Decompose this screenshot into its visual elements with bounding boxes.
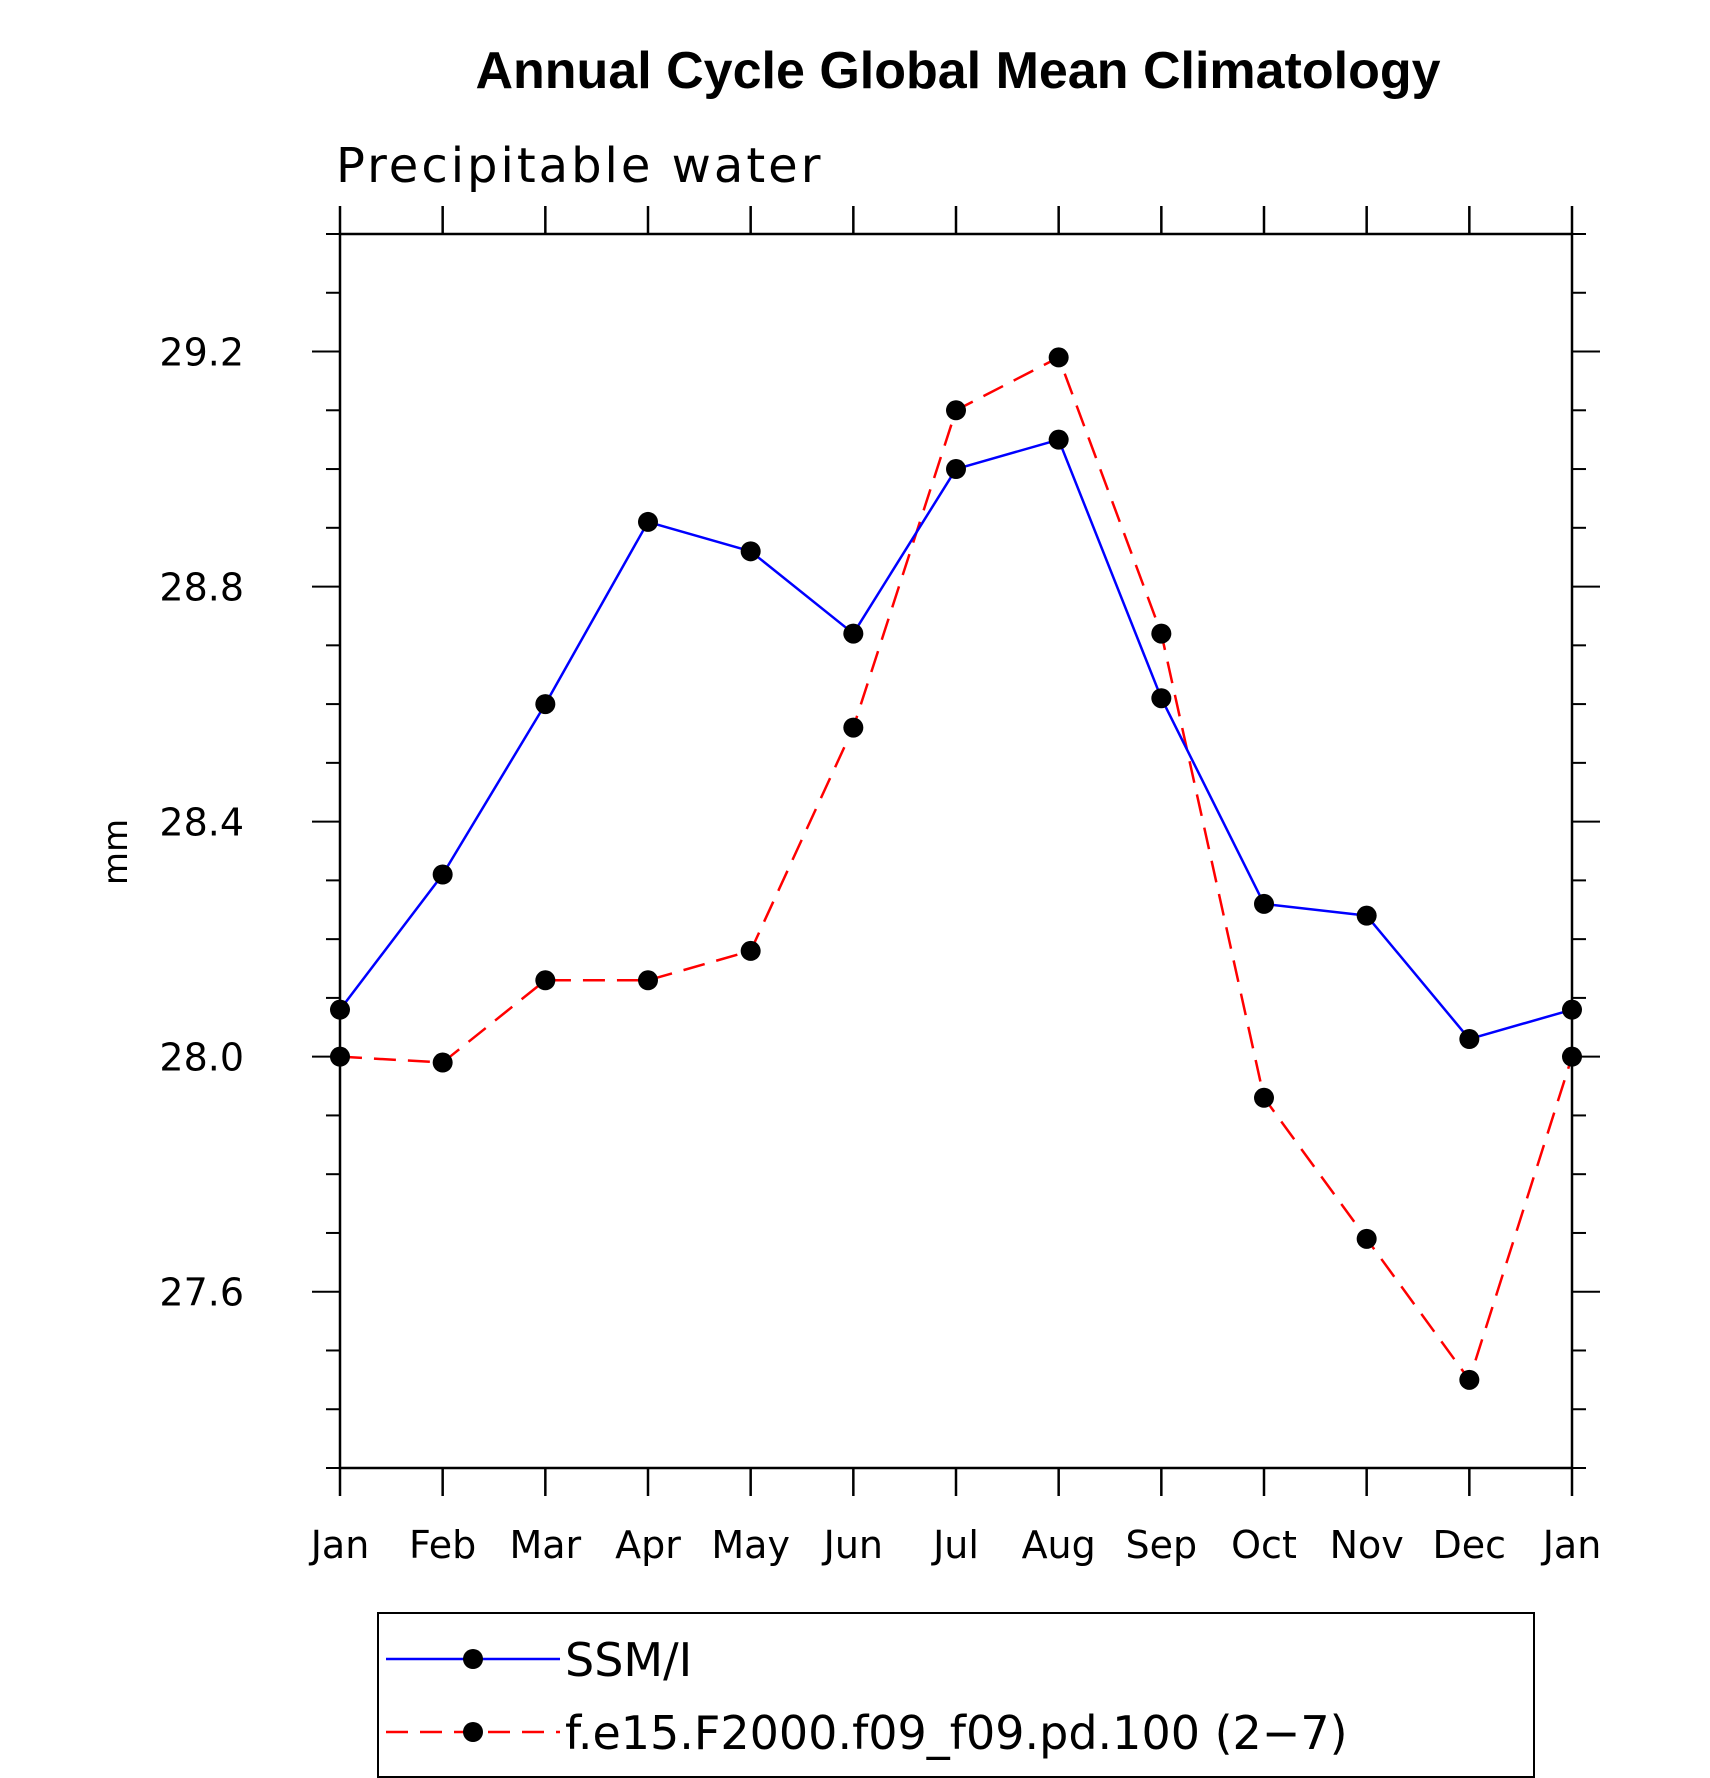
data-point	[535, 694, 556, 715]
data-point	[535, 970, 556, 991]
y-tick-label: 28.0	[159, 1036, 244, 1080]
series-0	[330, 429, 1582, 1050]
data-point	[1151, 623, 1172, 644]
series-line	[339, 438, 1573, 1041]
data-point	[1048, 347, 1069, 368]
y-axis-label: mm	[96, 819, 136, 885]
y-tick-labels: 27.6 28.0 28.4 28.8 29.2	[159, 331, 244, 1315]
data-point	[1356, 905, 1377, 926]
data-point	[1459, 1369, 1480, 1390]
legend-label-ssmi: SSM/I	[565, 1633, 692, 1687]
data-point	[1356, 1228, 1377, 1249]
data-point	[946, 459, 966, 480]
x-tick-label: Sep	[1126, 1523, 1198, 1567]
x-tick-labels: Jan Feb Mar Apr May Jun Jul Aug Sep Oct Nov Dec Jan	[309, 1523, 1602, 1567]
data-point	[1459, 1029, 1480, 1050]
x-tick-label: Jul	[931, 1523, 979, 1567]
data-point	[1254, 893, 1274, 914]
x-tick-label: Feb	[409, 1523, 476, 1567]
chart-subtitle: Precipitable water	[336, 138, 823, 194]
y-tick-label: 29.2	[159, 331, 244, 375]
data-point	[740, 940, 761, 961]
data-point	[1151, 688, 1172, 709]
series-line	[339, 356, 1574, 1382]
legend-marker-ssmi	[463, 1649, 483, 1669]
data-point	[1254, 1087, 1274, 1108]
x-tick-label: Dec	[1433, 1523, 1507, 1567]
tick-marks	[312, 206, 1600, 1496]
x-tick-label: Apr	[615, 1523, 681, 1567]
data-point	[740, 541, 761, 562]
y-tick-label: 28.4	[159, 801, 244, 845]
x-tick-label: Mar	[509, 1523, 581, 1567]
data-point	[843, 717, 864, 738]
legend-marker-model	[463, 1722, 483, 1742]
legend: SSM/I f.e15.F2000.f09_f09.pd.100 (2−7)	[377, 1612, 1535, 1778]
data-point	[638, 511, 658, 532]
data-point	[843, 623, 864, 644]
x-tick-label: Oct	[1231, 1523, 1297, 1567]
x-tick-label: Jun	[822, 1523, 883, 1567]
chart-title: Annual Cycle Global Mean Climatology	[475, 42, 1440, 100]
x-tick-label: Jan	[309, 1523, 370, 1567]
data-point	[1048, 429, 1069, 450]
x-tick-label: Aug	[1022, 1523, 1096, 1567]
y-tick-label: 27.6	[159, 1271, 244, 1315]
x-tick-label: May	[711, 1523, 790, 1567]
legend-box	[377, 1612, 1535, 1778]
series-1	[330, 347, 1582, 1390]
data-point	[638, 970, 658, 991]
x-tick-label: Nov	[1330, 1523, 1404, 1567]
x-tick-label: Jan	[1541, 1523, 1602, 1567]
data-point	[432, 864, 453, 885]
data-point	[946, 400, 966, 421]
y-tick-label: 28.8	[159, 566, 244, 610]
data-point	[432, 1052, 453, 1073]
series-layer	[330, 347, 1582, 1390]
plot-frame	[338, 232, 1574, 1470]
legend-label-model: f.e15.F2000.f09_f09.pd.100 (2−7)	[565, 1706, 1348, 1760]
